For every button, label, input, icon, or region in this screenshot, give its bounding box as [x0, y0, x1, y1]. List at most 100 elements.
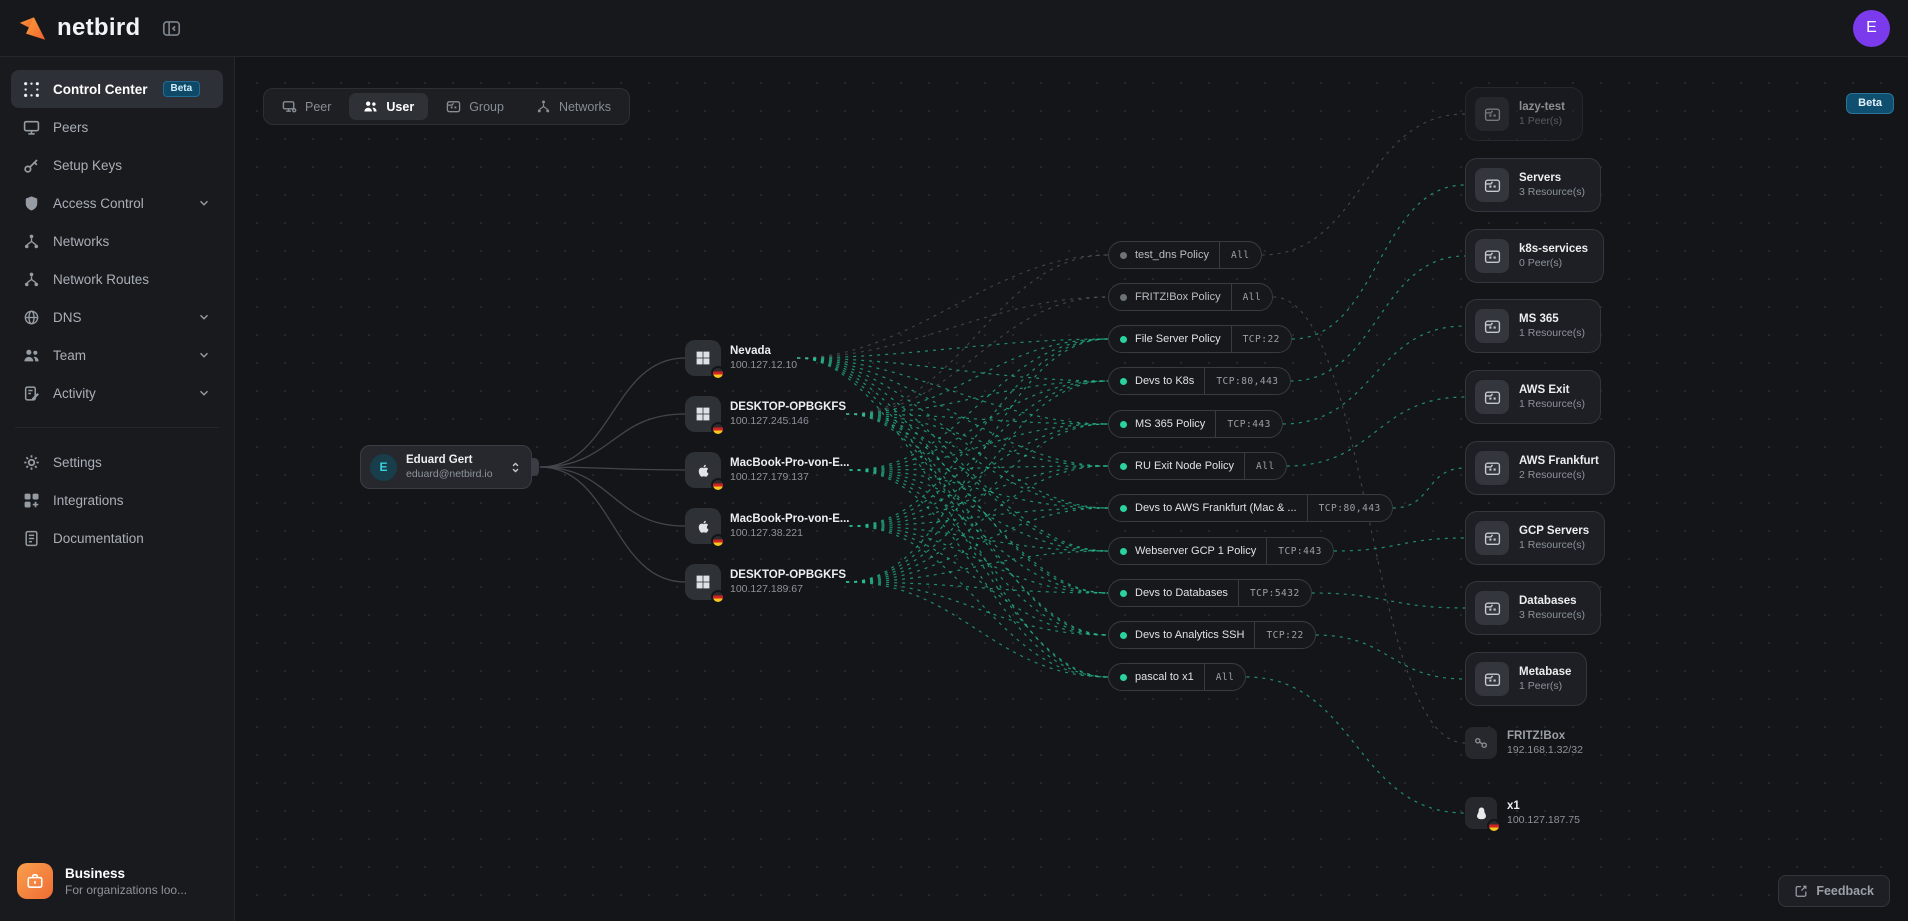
peer-name: Nevada: [730, 345, 771, 358]
sidebar-item-peers[interactable]: Peers: [11, 108, 223, 146]
policy-node[interactable]: Devs to AWS Frankfurt (Mac & ... TCP:80,…: [1108, 494, 1393, 522]
chevron-down-icon: [200, 200, 208, 206]
policy-node[interactable]: Devs to Databases TCP:5432: [1108, 579, 1312, 607]
graph-canvas: Peer User Group Networks Beta E: [235, 57, 1908, 921]
group-node[interactable]: k8s-services 0 Peer(s): [1465, 229, 1605, 283]
tab-peer[interactable]: Peer: [268, 93, 345, 120]
policy-label: File Server Policy: [1135, 333, 1221, 345]
business-subtitle: For organizations loo...: [65, 882, 188, 897]
sidebar-item-activity[interactable]: Activity: [11, 374, 223, 412]
sidebar-item-label: Networks: [53, 233, 110, 249]
peer-node[interactable]: x1 100.127.187.75: [1465, 797, 1583, 833]
peer-node[interactable]: Nevada 100.127.12.10: [685, 340, 797, 380]
policy-node[interactable]: File Server Policy TCP:22: [1108, 325, 1292, 353]
sidebar: Control Center Beta Peers Setup Keys Acc…: [0, 57, 235, 921]
integrations-icon: [24, 493, 39, 508]
group-name: AWS Exit: [1519, 384, 1570, 397]
group-icon: [1475, 591, 1509, 625]
peer-node[interactable]: MacBook-Pro-von-E... 100.127.38.221: [685, 508, 849, 548]
sidebar-item-settings[interactable]: Settings: [11, 443, 223, 481]
group-icon: [1475, 380, 1509, 414]
group-node[interactable]: AWS Exit 1 Resource(s): [1465, 370, 1601, 424]
sidebar-item-dns[interactable]: DNS: [11, 298, 223, 336]
tab-networks[interactable]: Networks: [522, 93, 625, 120]
chevron-up-down-icon: [512, 461, 519, 473]
policy-status-dot: [1120, 293, 1127, 301]
policy-status-dot: [1120, 462, 1127, 470]
business-upgrade-card[interactable]: Business For organizations loo...: [11, 859, 223, 903]
policy-ports: TCP:5432: [1237, 580, 1311, 606]
group-node[interactable]: MS 365 1 Resource(s): [1465, 299, 1601, 353]
policy-status-dot: [1120, 589, 1127, 597]
group-node[interactable]: Databases 3 Resource(s): [1465, 581, 1601, 635]
group-sublabel: 1 Resource(s): [1519, 397, 1585, 410]
peer-tab-icon: [282, 101, 297, 113]
policy-node[interactable]: RU Exit Node Policy All: [1108, 452, 1287, 480]
netbird-logo[interactable]: netbird: [18, 14, 140, 42]
activity-icon: [24, 385, 39, 401]
germany-flag-badge: [711, 478, 725, 492]
policy-node[interactable]: Devs to K8s TCP:80,443: [1108, 367, 1291, 395]
group-node[interactable]: Metabase 1 Peer(s): [1465, 652, 1588, 706]
monitor-icon: [23, 120, 40, 135]
sidebar-item-label: Documentation: [53, 530, 144, 546]
policy-node[interactable]: Devs to Analytics SSH TCP:22: [1108, 621, 1316, 649]
group-sublabel: 2 Resource(s): [1519, 468, 1585, 481]
policy-label: RU Exit Node Policy: [1135, 460, 1235, 472]
sidebar-item-team[interactable]: Team: [11, 336, 223, 374]
sidebar-item-network-routes[interactable]: Network Routes: [11, 260, 223, 298]
sidebar-item-access-control[interactable]: Access Control: [11, 184, 223, 222]
user-avatar[interactable]: E: [1853, 9, 1890, 47]
policy-label: pascal to x1: [1135, 671, 1194, 683]
policy-status-dot: [1120, 673, 1127, 681]
canvas-beta-badge: Beta: [1846, 93, 1894, 114]
policy-node[interactable]: Webserver GCP 1 Policy TCP:443: [1108, 537, 1334, 565]
group-name: Servers: [1519, 172, 1562, 185]
route-node[interactable]: FRITZ!Box 192.168.1.32/32: [1465, 727, 1583, 759]
group-node[interactable]: lazy-test 1 Peer(s): [1465, 87, 1583, 141]
group-node[interactable]: Servers 3 Resource(s): [1465, 158, 1601, 212]
globe-icon: [24, 310, 39, 324]
tab-group[interactable]: Group: [432, 93, 518, 120]
policy-label: MS 365 Policy: [1135, 418, 1206, 430]
peer-node[interactable]: DESKTOP-OPBGKFS 100.127.189.67: [685, 564, 847, 604]
linux-icon: [1465, 797, 1501, 833]
germany-flag-badge: [711, 422, 725, 436]
policy-node[interactable]: pascal to x1 All: [1108, 663, 1247, 691]
sidebar-item-setup-keys[interactable]: Setup Keys: [11, 146, 223, 184]
sidebar-item-label: Team: [53, 347, 87, 363]
feedback-label: Feedback: [1816, 884, 1874, 898]
group-name: lazy-test: [1519, 101, 1566, 114]
route-name: FRITZ!Box: [1507, 730, 1566, 743]
peer-name: DESKTOP-OPBGKFS: [730, 569, 847, 582]
sidebar-item-networks[interactable]: Networks: [11, 222, 223, 260]
brand-text: netbird: [57, 14, 141, 41]
peer-ip: 100.127.189.67: [730, 582, 803, 595]
network-icon: [24, 234, 39, 248]
sidebar-item-control-center[interactable]: Control Center Beta: [11, 70, 223, 108]
key-icon: [24, 158, 38, 173]
feedback-button[interactable]: Feedback: [1778, 875, 1890, 907]
policy-node[interactable]: MS 365 Policy TCP:443: [1108, 410, 1283, 438]
tab-label: User: [386, 99, 415, 114]
peer-node[interactable]: DESKTOP-OPBGKFS 100.127.245.146: [685, 396, 846, 436]
germany-flag-badge: [1487, 819, 1501, 833]
policy-status-dot: [1120, 504, 1127, 512]
peer-node[interactable]: MacBook-Pro-von-E... 100.127.179.137: [685, 452, 849, 492]
group-node[interactable]: GCP Servers 1 Resource(s): [1465, 511, 1606, 565]
policy-node[interactable]: FRITZ!Box Policy All: [1108, 283, 1274, 311]
user-node[interactable]: E Eduard Gert eduard@netbird.io: [360, 445, 532, 489]
policy-label: FRITZ!Box Policy: [1135, 291, 1221, 303]
sidebar-collapse-icon[interactable]: [160, 17, 182, 39]
peer-ip: 100.127.245.146: [730, 414, 809, 427]
chevron-down-icon: [200, 390, 208, 396]
sidebar-item-label: Peers: [53, 119, 89, 135]
group-name: Databases: [1519, 595, 1577, 608]
tab-user[interactable]: User: [349, 93, 429, 120]
apple-icon: [685, 508, 725, 548]
sidebar-item-documentation[interactable]: Documentation: [11, 519, 223, 557]
sidebar-item-integrations[interactable]: Integrations: [11, 481, 223, 519]
group-icon: [1475, 239, 1509, 273]
group-node[interactable]: AWS Frankfurt 2 Resource(s): [1465, 441, 1615, 495]
policy-node[interactable]: test_dns Policy All: [1108, 241, 1262, 269]
